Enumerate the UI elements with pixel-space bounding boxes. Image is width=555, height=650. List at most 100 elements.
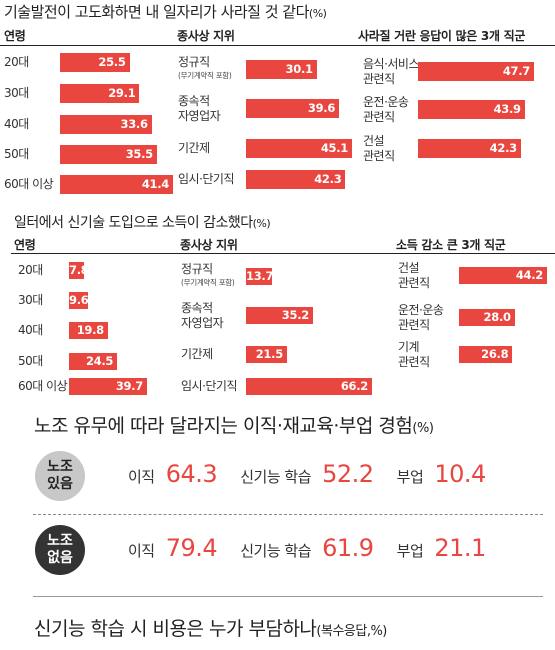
union-yes-row: 이직 64.3 신기능 학습 52.2 부업 10.4 (128, 460, 486, 488)
union-yes-value-1: 64.3 (165, 460, 218, 488)
chart1-header-job: 사라질 거란 응답이 많은 3개 직군 (358, 29, 526, 43)
bar (60, 84, 140, 103)
chart2-title: 일터에서 신기술 도입으로 소득이 감소했다(%) (14, 215, 271, 231)
bar-category-label: 운전·운송 관련직 (363, 94, 409, 124)
bar (246, 170, 346, 189)
bar-category-label: 30대 (4, 85, 29, 100)
union-yes-badge: 노조 있음 (35, 451, 85, 501)
bar-value-label: 43.9 (493, 102, 521, 116)
footer-title: 신기능 학습 시 비용은 누가 부담하나(복수응답,%) (34, 618, 387, 640)
chart1-header-status: 종사상 지위 (177, 29, 235, 43)
bar (246, 99, 340, 118)
union-yes-badge-line1: 노조 (47, 459, 73, 475)
union-no-value-1: 79.4 (165, 534, 218, 562)
footer-rule (33, 596, 543, 597)
bar (246, 268, 273, 285)
chart2-header-age: 연령 (14, 238, 36, 252)
union-no-label-1: 이직 (128, 542, 155, 560)
bar (418, 139, 521, 158)
union-no-badge-line1: 노조 (47, 533, 73, 549)
bar (246, 346, 287, 363)
union-no-label-2: 신기능 학습 (240, 542, 312, 560)
bar-category-label: 60대 이상 (18, 378, 68, 393)
union-yes-label-1: 이직 (128, 468, 155, 486)
bar-category-label: 정규직 (무기계약직 포함) (181, 261, 235, 287)
chart1-header-age: 연령 (4, 29, 26, 43)
bar-value-label: 26.8 (481, 347, 509, 361)
union-no-value-2: 61.9 (322, 534, 374, 562)
bar-value-label: 21.5 (255, 347, 283, 361)
union-no-row: 이직 79.4 신기능 학습 61.9 부업 21.1 (128, 534, 486, 562)
bar-value-label: 24.5 (85, 354, 114, 368)
bar-value-label: 33.6 (120, 117, 148, 131)
bar-category-label: 임시·단기직 (178, 171, 235, 186)
bar-category-label: 50대 (18, 353, 43, 368)
bar-category-label: 기계 관련직 (398, 339, 430, 369)
bar-value-label: 47.7 (502, 64, 530, 78)
union-divider (33, 514, 543, 515)
bar-value-label: 13.7 (246, 269, 274, 283)
bar-value-label: 42.3 (314, 172, 342, 186)
bar-value-label: 29.1 (108, 86, 136, 100)
bar (459, 346, 513, 363)
bar-value-label: 45.1 (320, 141, 348, 155)
bar-value-label: 9.6 (69, 293, 89, 307)
chart1-header-rule (0, 45, 555, 46)
bar (60, 145, 157, 164)
bar-category-label: 60대 이상 (4, 176, 54, 191)
bar-category-label: 20대 (18, 262, 43, 277)
bar-value-label: 44.2 (515, 268, 543, 282)
bar (246, 139, 352, 158)
chart2-header-rule (11, 253, 555, 254)
bar-category-label: 종속적 자영업자 (181, 300, 224, 330)
bar (246, 378, 372, 395)
bar-value-label: 39.7 (115, 379, 143, 393)
bar-category-label: 40대 (4, 116, 29, 131)
bar-value-label: 28.0 (483, 310, 511, 324)
bar-category-label: 기간제 (181, 346, 213, 361)
bar-category-label: 건설 관련직 (363, 133, 395, 163)
union-yes-label-3: 부업 (396, 468, 424, 486)
bar (60, 175, 173, 194)
bar (69, 292, 88, 309)
bar-category-label: 임시·단기직 (181, 378, 238, 393)
bar-value-label: 35.5 (125, 147, 153, 161)
union-yes-badge-line2: 있음 (47, 476, 73, 492)
bar (69, 353, 118, 370)
bar-category-label: 40대 (18, 322, 43, 337)
union-yes-value-2: 52.2 (322, 460, 374, 488)
bar-value-label: 30.1 (285, 62, 313, 76)
bar-category-label: 건설 관련직 (398, 260, 430, 290)
bar (459, 309, 515, 326)
chart2-header-job: 소득 감소 큰 3개 직군 (396, 238, 506, 252)
chart2-header-status: 종사상 지위 (180, 238, 238, 252)
bar-category-label: 50대 (4, 146, 29, 161)
chart1-title: 기술발전이 고도화하면 내 일자리가 사라질 것 같다(%) (4, 3, 327, 21)
bar (69, 262, 85, 279)
bar (418, 62, 534, 81)
bar-value-label: 35.2 (281, 308, 309, 322)
bar-value-label: 66.2 (340, 379, 368, 393)
bar-value-label: 7.8 (69, 263, 89, 277)
bar-category-label: 운전·운송 관련직 (398, 302, 444, 332)
bar-category-label: 기간제 (178, 140, 210, 155)
bar-category-label: 정규직 (무기계약직 포함) (178, 54, 232, 80)
bar (69, 378, 147, 395)
bar-category-label: 음식·서비스 관련직 (363, 56, 420, 86)
bar (459, 267, 547, 284)
bar (418, 100, 525, 119)
union-yes-value-3: 10.4 (434, 460, 486, 488)
union-no-badge-line2: 없음 (47, 550, 73, 566)
bar (69, 322, 108, 339)
bar (246, 60, 317, 79)
bar-category-label: 30대 (18, 292, 43, 307)
bar-value-label: 39.6 (307, 101, 336, 115)
bar-value-label: 19.8 (76, 323, 104, 337)
bar (60, 53, 130, 72)
bar-value-label: 41.4 (141, 177, 169, 191)
union-title: 노조 유무에 따라 달라지는 이직·재교육·부업 경험(%) (34, 415, 434, 437)
bar-category-label: 종속적 자영업자 (178, 93, 221, 123)
bar-value-label: 42.3 (489, 141, 517, 155)
bar (246, 307, 313, 324)
bar (60, 115, 152, 134)
